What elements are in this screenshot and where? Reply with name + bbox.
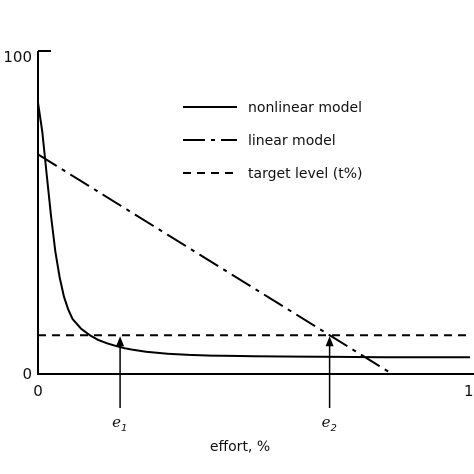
marker-label-1: e1	[112, 413, 127, 434]
x-tick-label-0: 0	[33, 382, 43, 400]
marker-label-2: e2	[322, 413, 337, 434]
y-tick-label-100: 100	[3, 48, 32, 66]
axes: 0 100 0 100	[3, 48, 474, 400]
x-tick-label-100: 100	[464, 382, 474, 400]
markers: e1 e2	[112, 336, 337, 434]
legend-label-linear-model: linear model	[248, 133, 336, 149]
plot-area	[37, 102, 470, 375]
y-tick-label-0: 0	[22, 365, 32, 383]
legend: nonlinear model linear model target level …	[183, 100, 362, 182]
legend-label-target-level-t: target level (t%)	[248, 166, 362, 182]
marker-arrow-head-2	[325, 336, 334, 347]
series-line-nonlinear-model	[37, 102, 470, 359]
marker-arrow-head-1	[116, 336, 125, 347]
marker-label-subscript-2: 2	[330, 423, 336, 434]
series-line-linear-model	[37, 153, 393, 375]
marker-label-subscript-1: 1	[121, 423, 127, 434]
legend-label-nonlinear-model: nonlinear model	[248, 100, 362, 116]
x-axis-label: effort, %	[210, 439, 270, 455]
